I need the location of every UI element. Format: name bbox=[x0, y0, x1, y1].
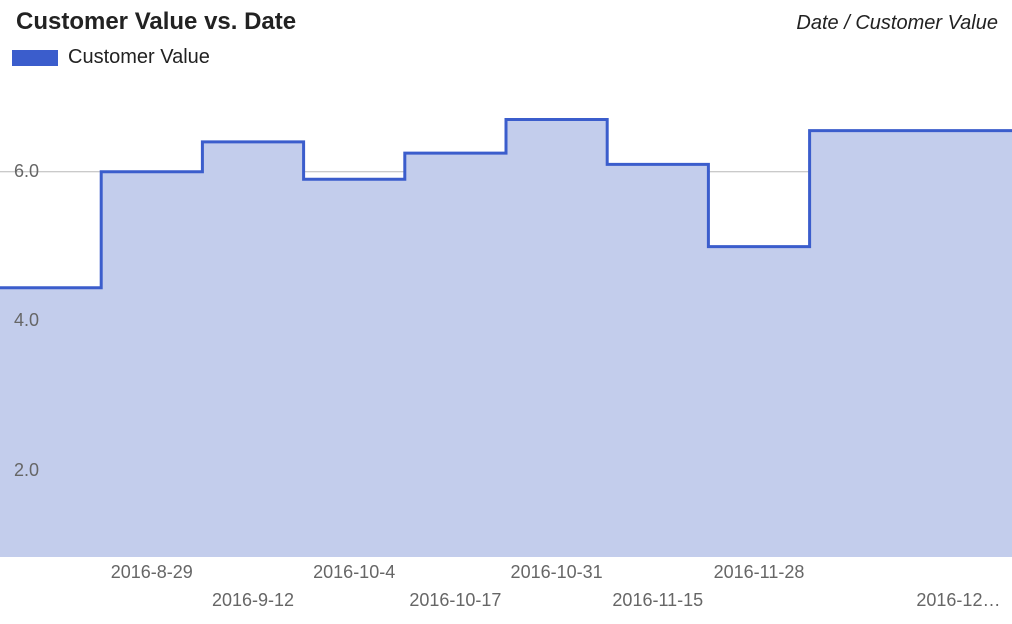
series-fill bbox=[0, 119, 1012, 557]
x-tick-label: 2016-10-31 bbox=[511, 562, 603, 583]
chart-legend: Customer Value bbox=[12, 46, 210, 69]
y-tick-label: 2.0 bbox=[14, 460, 39, 481]
x-tick-label: 2016-11-28 bbox=[714, 562, 805, 583]
legend-swatch bbox=[12, 50, 58, 66]
x-tick-label: 2016-9-12 bbox=[212, 590, 294, 611]
y-tick-label: 6.0 bbox=[14, 161, 39, 182]
y-tick-label: 4.0 bbox=[14, 310, 39, 331]
plot-area bbox=[0, 97, 1012, 557]
chart-subtitle: Date / Customer Value bbox=[796, 12, 998, 35]
x-tick-label: 2016-10-17 bbox=[409, 590, 501, 611]
x-tick-label: 2016-10-4 bbox=[313, 562, 395, 583]
x-tick-label: 2016-12… bbox=[916, 590, 1012, 611]
chart-svg bbox=[0, 97, 1012, 557]
x-tick-label: 2016-8-29 bbox=[111, 562, 193, 583]
chart-container: { "chart": { "type": "step-area", "title… bbox=[0, 0, 1012, 624]
x-tick-label: 2016-11-15 bbox=[612, 590, 703, 611]
chart-title: Customer Value vs. Date bbox=[16, 8, 296, 36]
legend-label: Customer Value bbox=[68, 46, 210, 69]
